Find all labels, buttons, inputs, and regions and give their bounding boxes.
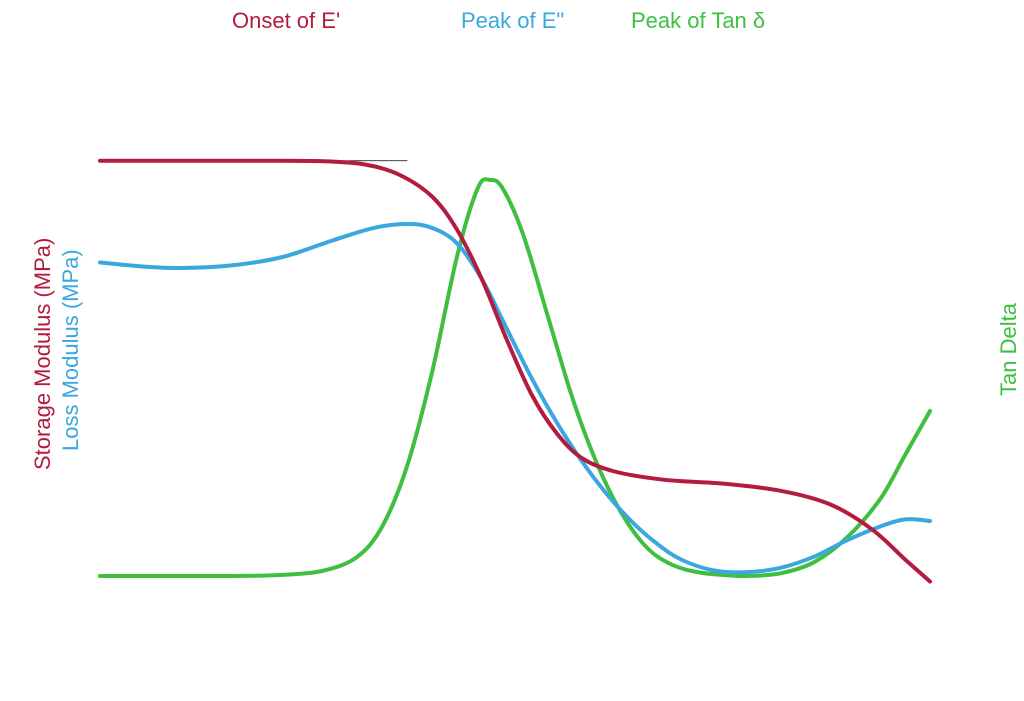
curve-tan-delta <box>100 179 930 576</box>
plot-svg <box>0 0 1024 701</box>
chart-stage: Onset of E' Peak of E" Peak of Tan δ Sto… <box>0 0 1024 701</box>
curve-storage-modulus <box>100 161 930 582</box>
curve-loss-modulus <box>100 224 930 572</box>
